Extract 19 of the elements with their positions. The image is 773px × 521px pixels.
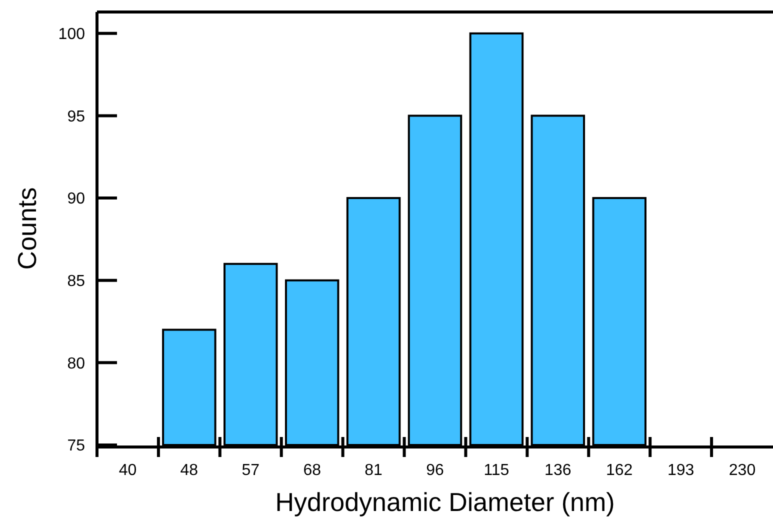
x-tick-label: 57 bbox=[242, 462, 260, 479]
x-tick-label: 48 bbox=[180, 462, 198, 479]
x-tick-label: 40 bbox=[118, 462, 137, 479]
y-tick-label: 85 bbox=[67, 272, 86, 290]
x-tick-label: 136 bbox=[544, 462, 572, 479]
y-tick-label: 95 bbox=[67, 108, 86, 126]
x-axis-title: Hydrodynamic Diameter (nm) bbox=[275, 487, 615, 517]
x-tick-label: 230 bbox=[728, 462, 756, 479]
y-tick-label: 80 bbox=[67, 355, 86, 372]
y-tick-label: 90 bbox=[67, 190, 86, 208]
x-tick-label: 81 bbox=[364, 462, 383, 479]
x-tick-label: 162 bbox=[606, 462, 633, 479]
y-tick-label: 100 bbox=[58, 26, 86, 44]
y-tick-label: 75 bbox=[67, 438, 86, 455]
x-tick-label: 96 bbox=[426, 462, 444, 479]
x-tick-label: 115 bbox=[484, 462, 510, 479]
x-tick-label: 68 bbox=[303, 462, 322, 479]
x-tick-label: 193 bbox=[667, 462, 694, 479]
y-axis-title: Counts bbox=[12, 187, 42, 270]
